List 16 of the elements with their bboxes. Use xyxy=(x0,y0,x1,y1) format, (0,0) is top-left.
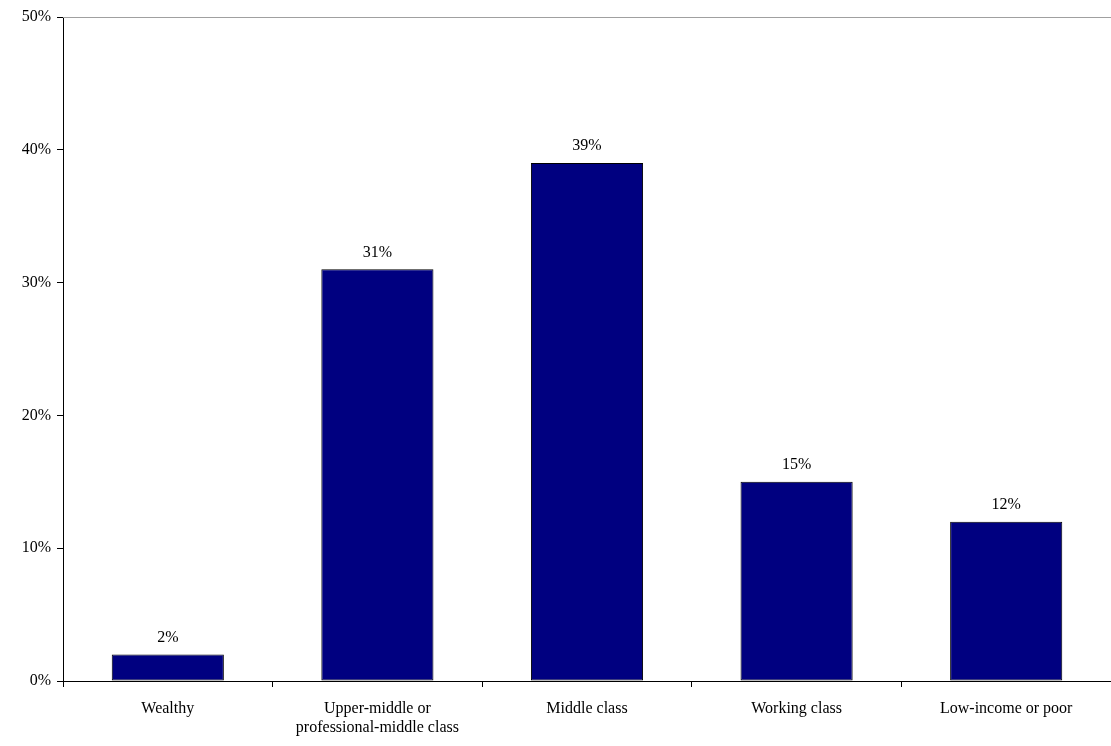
y-tick-label: 30% xyxy=(21,272,51,290)
data-label: 12% xyxy=(991,494,1021,512)
data-label: 15% xyxy=(781,455,812,472)
y-tick-label: 40% xyxy=(21,140,51,157)
y-tick-label: 10% xyxy=(21,538,51,556)
x-tick-label: Low-income or poor xyxy=(940,698,1074,717)
x-tick-label: Wealthy xyxy=(141,698,195,717)
data-label: 39% xyxy=(572,136,602,154)
data-label: 31% xyxy=(362,242,393,260)
y-tick-label: 0% xyxy=(29,671,51,689)
y-tick-label: 50% xyxy=(21,7,51,25)
x-tick-label: Upper-middle or professional-middle class xyxy=(295,698,459,736)
x-tick-label: Middle class xyxy=(546,698,628,716)
y-tick-label: 20% xyxy=(21,405,51,423)
x-tick-label: Working class xyxy=(751,698,842,717)
data-label: 2% xyxy=(157,627,179,645)
